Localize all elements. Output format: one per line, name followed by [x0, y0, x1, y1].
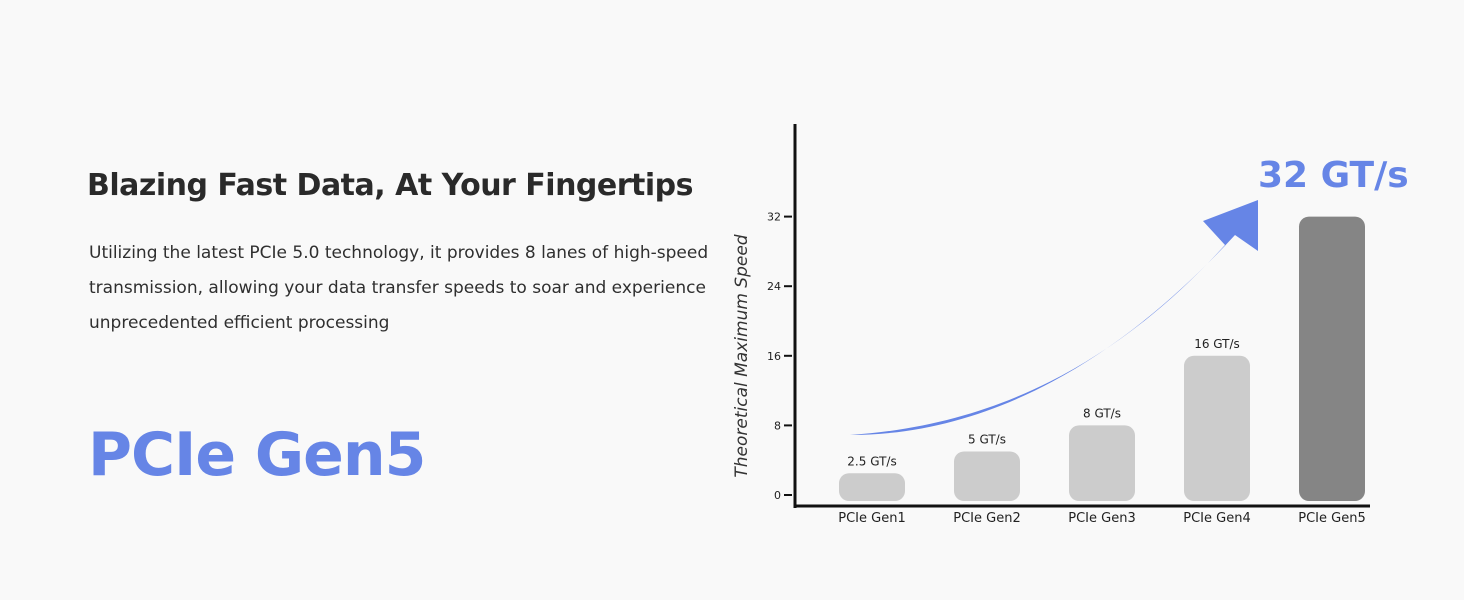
y-tick-label: 32: [767, 211, 781, 224]
y-axis-label: Theoretical Maximum Speed: [732, 234, 752, 477]
y-tick-label: 8: [774, 419, 781, 432]
bar: [1299, 216, 1365, 501]
x-category-label: PCIe Gen2: [953, 511, 1020, 526]
bar: [839, 473, 905, 501]
bar: [1184, 355, 1250, 501]
y-tick-label: 0: [774, 489, 781, 502]
bar-data-label: 8 GT/s: [1083, 406, 1121, 420]
bar-data-label: 2.5 GT/s: [847, 454, 896, 468]
headline: Blazing Fast Data, At Your Fingertips: [87, 168, 694, 203]
bar-data-label: 16 GT/s: [1194, 337, 1240, 351]
product-name: PCIe Gen5: [88, 420, 426, 490]
bar: [1069, 425, 1135, 501]
x-category-label: PCIe Gen4: [1183, 511, 1250, 526]
bar: [954, 451, 1020, 501]
speed-chart: 0 8 16 24 32 2.5 GT/s PCIe Gen1 5 GT/s PCIe Gen…: [732, 124, 1409, 526]
bar-data-label: 5 GT/s: [968, 433, 1006, 447]
description: Utilizing the latest PCIe 5.0 technology…: [89, 243, 709, 333]
x-category-label: PCIe Gen5: [1298, 511, 1365, 526]
y-tick-label: 24: [767, 280, 781, 293]
peak-annotation: 32 GT/s: [1258, 155, 1409, 196]
y-tick-label: 16: [767, 350, 781, 363]
x-category-label: PCIe Gen1: [838, 511, 905, 526]
growth-arrow: [850, 200, 1258, 435]
x-category-label: PCIe Gen3: [1068, 511, 1135, 526]
